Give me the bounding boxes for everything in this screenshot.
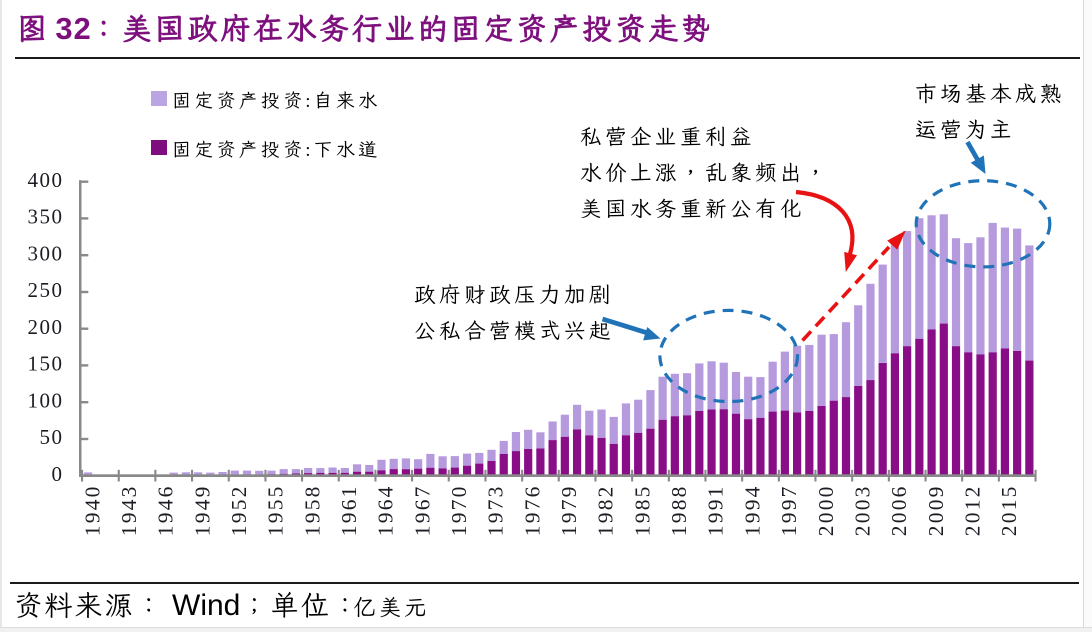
svg-text:1940: 1940 [80,484,104,536]
svg-text:2012: 2012 [960,484,984,536]
svg-text:1943: 1943 [117,484,141,536]
svg-text:300: 300 [28,241,64,265]
svg-text:1982: 1982 [594,484,618,536]
svg-text:1961: 1961 [337,484,361,536]
svg-text:100: 100 [28,388,64,412]
svg-text:1994: 1994 [740,484,764,536]
svg-text:250: 250 [28,278,64,302]
svg-text:50: 50 [40,425,64,449]
svg-text:1976: 1976 [520,484,544,536]
svg-text:2000: 2000 [814,484,838,536]
svg-text:2015: 2015 [997,484,1021,536]
svg-text:400: 400 [28,168,64,192]
svg-text:350: 350 [28,205,64,229]
svg-text:1985: 1985 [630,484,654,536]
svg-text:1988: 1988 [667,484,691,536]
svg-text:1991: 1991 [704,484,728,536]
svg-text:1946: 1946 [154,484,178,536]
svg-text:150: 150 [28,352,64,376]
svg-text:1958: 1958 [300,484,324,536]
svg-text:1967: 1967 [410,484,434,536]
svg-text:2003: 2003 [850,484,874,536]
svg-text:200: 200 [28,315,64,339]
svg-text:1979: 1979 [557,484,581,536]
svg-text:1949: 1949 [190,484,214,536]
svg-text:1964: 1964 [374,484,398,536]
svg-text:1955: 1955 [264,484,288,536]
svg-text:1997: 1997 [777,484,801,536]
svg-text:0: 0 [52,462,64,486]
svg-text:2006: 2006 [887,484,911,536]
svg-text:2009: 2009 [924,484,948,536]
svg-text:1952: 1952 [227,484,251,536]
svg-text:1973: 1973 [484,484,508,536]
svg-text:1970: 1970 [447,484,471,536]
